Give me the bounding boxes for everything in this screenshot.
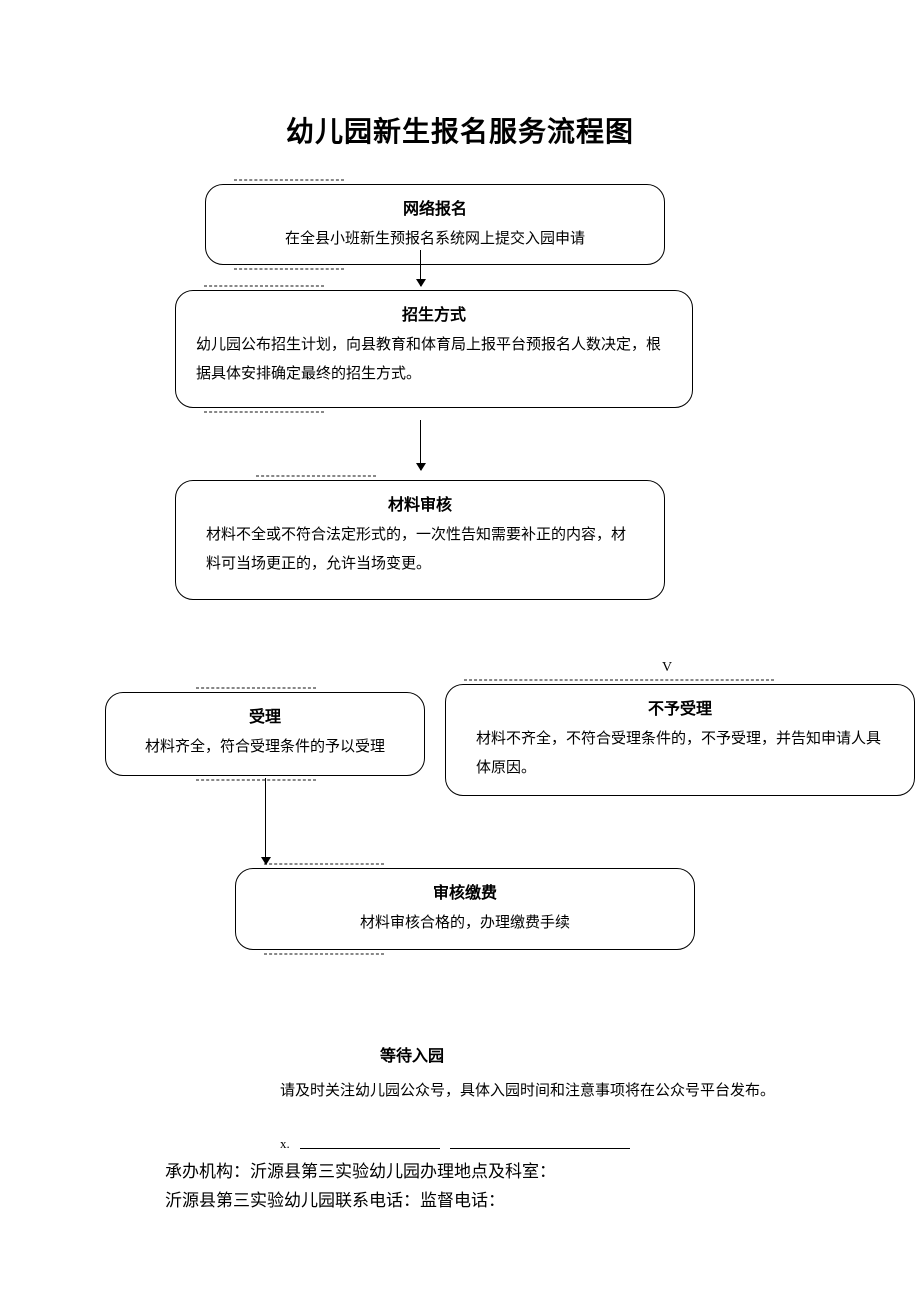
- footer-info: 承办机构：沂源县第三实验幼儿园办理地点及科室： 沂源县第三实验幼儿园联系电话：监…: [165, 1158, 556, 1216]
- x-underline-1: [300, 1139, 440, 1149]
- flow-arrow: [420, 250, 421, 286]
- flow-node-n4: 受理材料齐全，符合受理条件的予以受理: [105, 692, 425, 776]
- footer-line-1: 承办机构：沂源县第三实验幼儿园办理地点及科室：: [165, 1158, 556, 1187]
- x-underline-2: [450, 1139, 630, 1149]
- wait-title: 等待入园: [380, 1042, 780, 1066]
- flow-node-n2: 招生方式幼儿园公布招生计划，向县教育和体育局上报平台预报名人数决定，根据具体安排…: [175, 290, 693, 408]
- node-title: 受理: [126, 703, 404, 727]
- node-body: 幼儿园公布招生计划，向县教育和体育局上报平台预报名人数决定，根据具体安排确定最终…: [196, 331, 672, 388]
- flow-arrow: [265, 778, 266, 864]
- branch-label-v: V: [662, 660, 672, 676]
- node-body: 在全县小班新生预报名系统网上提交入园申请: [226, 225, 644, 254]
- node-body: 材料齐全，符合受理条件的予以受理: [126, 733, 404, 762]
- node-body: 材料不全或不符合法定形式的，一次性告知需要补正的内容，材料可当场更正的，允许当场…: [196, 521, 644, 578]
- node-title: 材料审核: [196, 491, 644, 515]
- node-body: 材料审核合格的，办理缴费手续: [256, 909, 674, 938]
- flow-node-n5: 不予受理材料不齐全，不符合受理条件的，不予受理，并告知申请人具体原因。: [445, 684, 915, 796]
- node-body: 材料不齐全，不符合受理条件的，不予受理，并告知申请人具体原因。: [466, 725, 894, 782]
- node-title: 审核缴费: [256, 879, 674, 903]
- wait-section: 等待入园 请及时关注幼儿园公众号，具体入园时间和注意事项将在公众号平台发布。: [280, 1042, 780, 1106]
- flow-arrow: [420, 420, 421, 470]
- x-line: x.: [280, 1136, 630, 1152]
- flow-node-n3: 材料审核材料不全或不符合法定形式的，一次性告知需要补正的内容，材料可当场更正的，…: [175, 480, 665, 600]
- wait-body: 请及时关注幼儿园公众号，具体入园时间和注意事项将在公众号平台发布。: [280, 1076, 780, 1106]
- node-title: 不予受理: [466, 695, 894, 719]
- flow-node-n6: 审核缴费材料审核合格的，办理缴费手续: [235, 868, 695, 950]
- footer-line-2: 沂源县第三实验幼儿园联系电话：监督电话：: [165, 1187, 556, 1216]
- node-title: 网络报名: [226, 195, 644, 219]
- x-label: x.: [280, 1136, 290, 1152]
- flow-node-n1: 网络报名在全县小班新生预报名系统网上提交入园申请: [205, 184, 665, 265]
- node-title: 招生方式: [196, 301, 672, 325]
- page-title: 幼儿园新生报名服务流程图: [0, 0, 920, 150]
